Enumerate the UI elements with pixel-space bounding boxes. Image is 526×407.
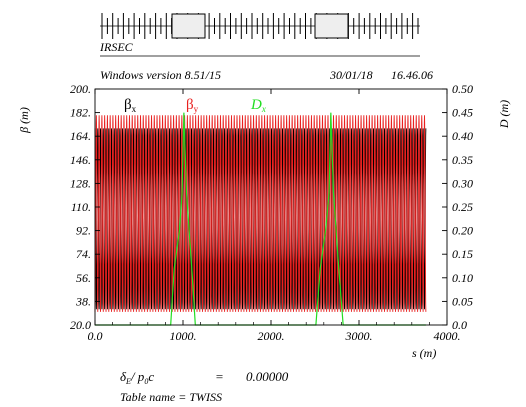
y-right-tick-label: 0.05 xyxy=(452,294,473,308)
y-right-tick-label: 0.30 xyxy=(452,176,473,190)
x-axis-title: s (m) xyxy=(412,346,436,360)
x-tick-label: 1000. xyxy=(170,329,197,343)
y-left-tick-label: 20.0 xyxy=(70,318,91,332)
y-left-tick-label: 38. xyxy=(75,294,91,308)
y-left-tick-label: 182. xyxy=(70,106,91,120)
series-beta-x xyxy=(94,128,427,310)
machine-label: IRSEC xyxy=(99,40,134,54)
momentum-offset-value: 0.00000 xyxy=(246,369,289,384)
legend-betax: βx xyxy=(124,97,137,114)
date-text: 30/01/18 xyxy=(329,68,373,82)
lattice-synopsis xyxy=(100,13,420,39)
y-right-tick-label: 0.20 xyxy=(452,224,473,238)
x-tick-label: 3000. xyxy=(345,329,373,343)
version-text: Windows version 8.51/15 xyxy=(100,68,221,82)
y-right-tick-label: 0.0 xyxy=(452,318,467,332)
y-right-tick-label: 0.25 xyxy=(452,200,473,214)
lattice-insertion-2 xyxy=(314,13,349,39)
y-left-tick-label: 92. xyxy=(76,224,91,238)
table-name: Table name = TWISS xyxy=(120,390,222,404)
series-beta-y xyxy=(94,115,427,312)
y-left-tick-label: 146. xyxy=(70,153,91,167)
legend-dx: Dx xyxy=(250,97,266,114)
legend: βx βy Dx xyxy=(124,97,266,114)
time-text: 16.46.06 xyxy=(391,68,433,82)
y-right-tick-label: 0.10 xyxy=(452,271,473,285)
y-left-tick-label: 74. xyxy=(76,247,91,261)
y-right-tick-label: 0.35 xyxy=(452,153,473,167)
x-tick-label: 0.0 xyxy=(88,329,103,343)
ticks-group: 0.0 1000. 2000. 3000. 4000. 20.0 38. 56. 74. 92. 1… xyxy=(70,82,473,343)
y-left-tick-label: 164. xyxy=(70,129,91,143)
legend-betay: βy xyxy=(186,97,199,114)
y-right-tick-label: 0.15 xyxy=(452,247,473,261)
y-right-axis-title: D (m) xyxy=(497,100,511,129)
plot-frame xyxy=(94,88,448,326)
y-right-tick-label: 0.40 xyxy=(452,129,473,143)
y-left-tick-label: 110. xyxy=(71,200,91,214)
y-left-tick-label: 128. xyxy=(70,176,91,190)
y-left-tick-label: 200. xyxy=(70,82,91,96)
y-right-tick-label: 0.50 xyxy=(452,82,473,96)
x-tick-label: 2000. xyxy=(258,329,285,343)
y-right-tick-label: 0.45 xyxy=(452,106,473,120)
lattice-insertion-1 xyxy=(171,13,206,39)
momentum-offset-label: δE/ p0c xyxy=(120,369,154,386)
series-group xyxy=(94,112,427,326)
y-left-tick-label: 56. xyxy=(76,271,91,285)
y-left-axis-title: β (m) xyxy=(17,107,31,134)
momentum-offset-equals: = xyxy=(215,369,224,384)
x-tick-label: 4000. xyxy=(434,329,461,343)
